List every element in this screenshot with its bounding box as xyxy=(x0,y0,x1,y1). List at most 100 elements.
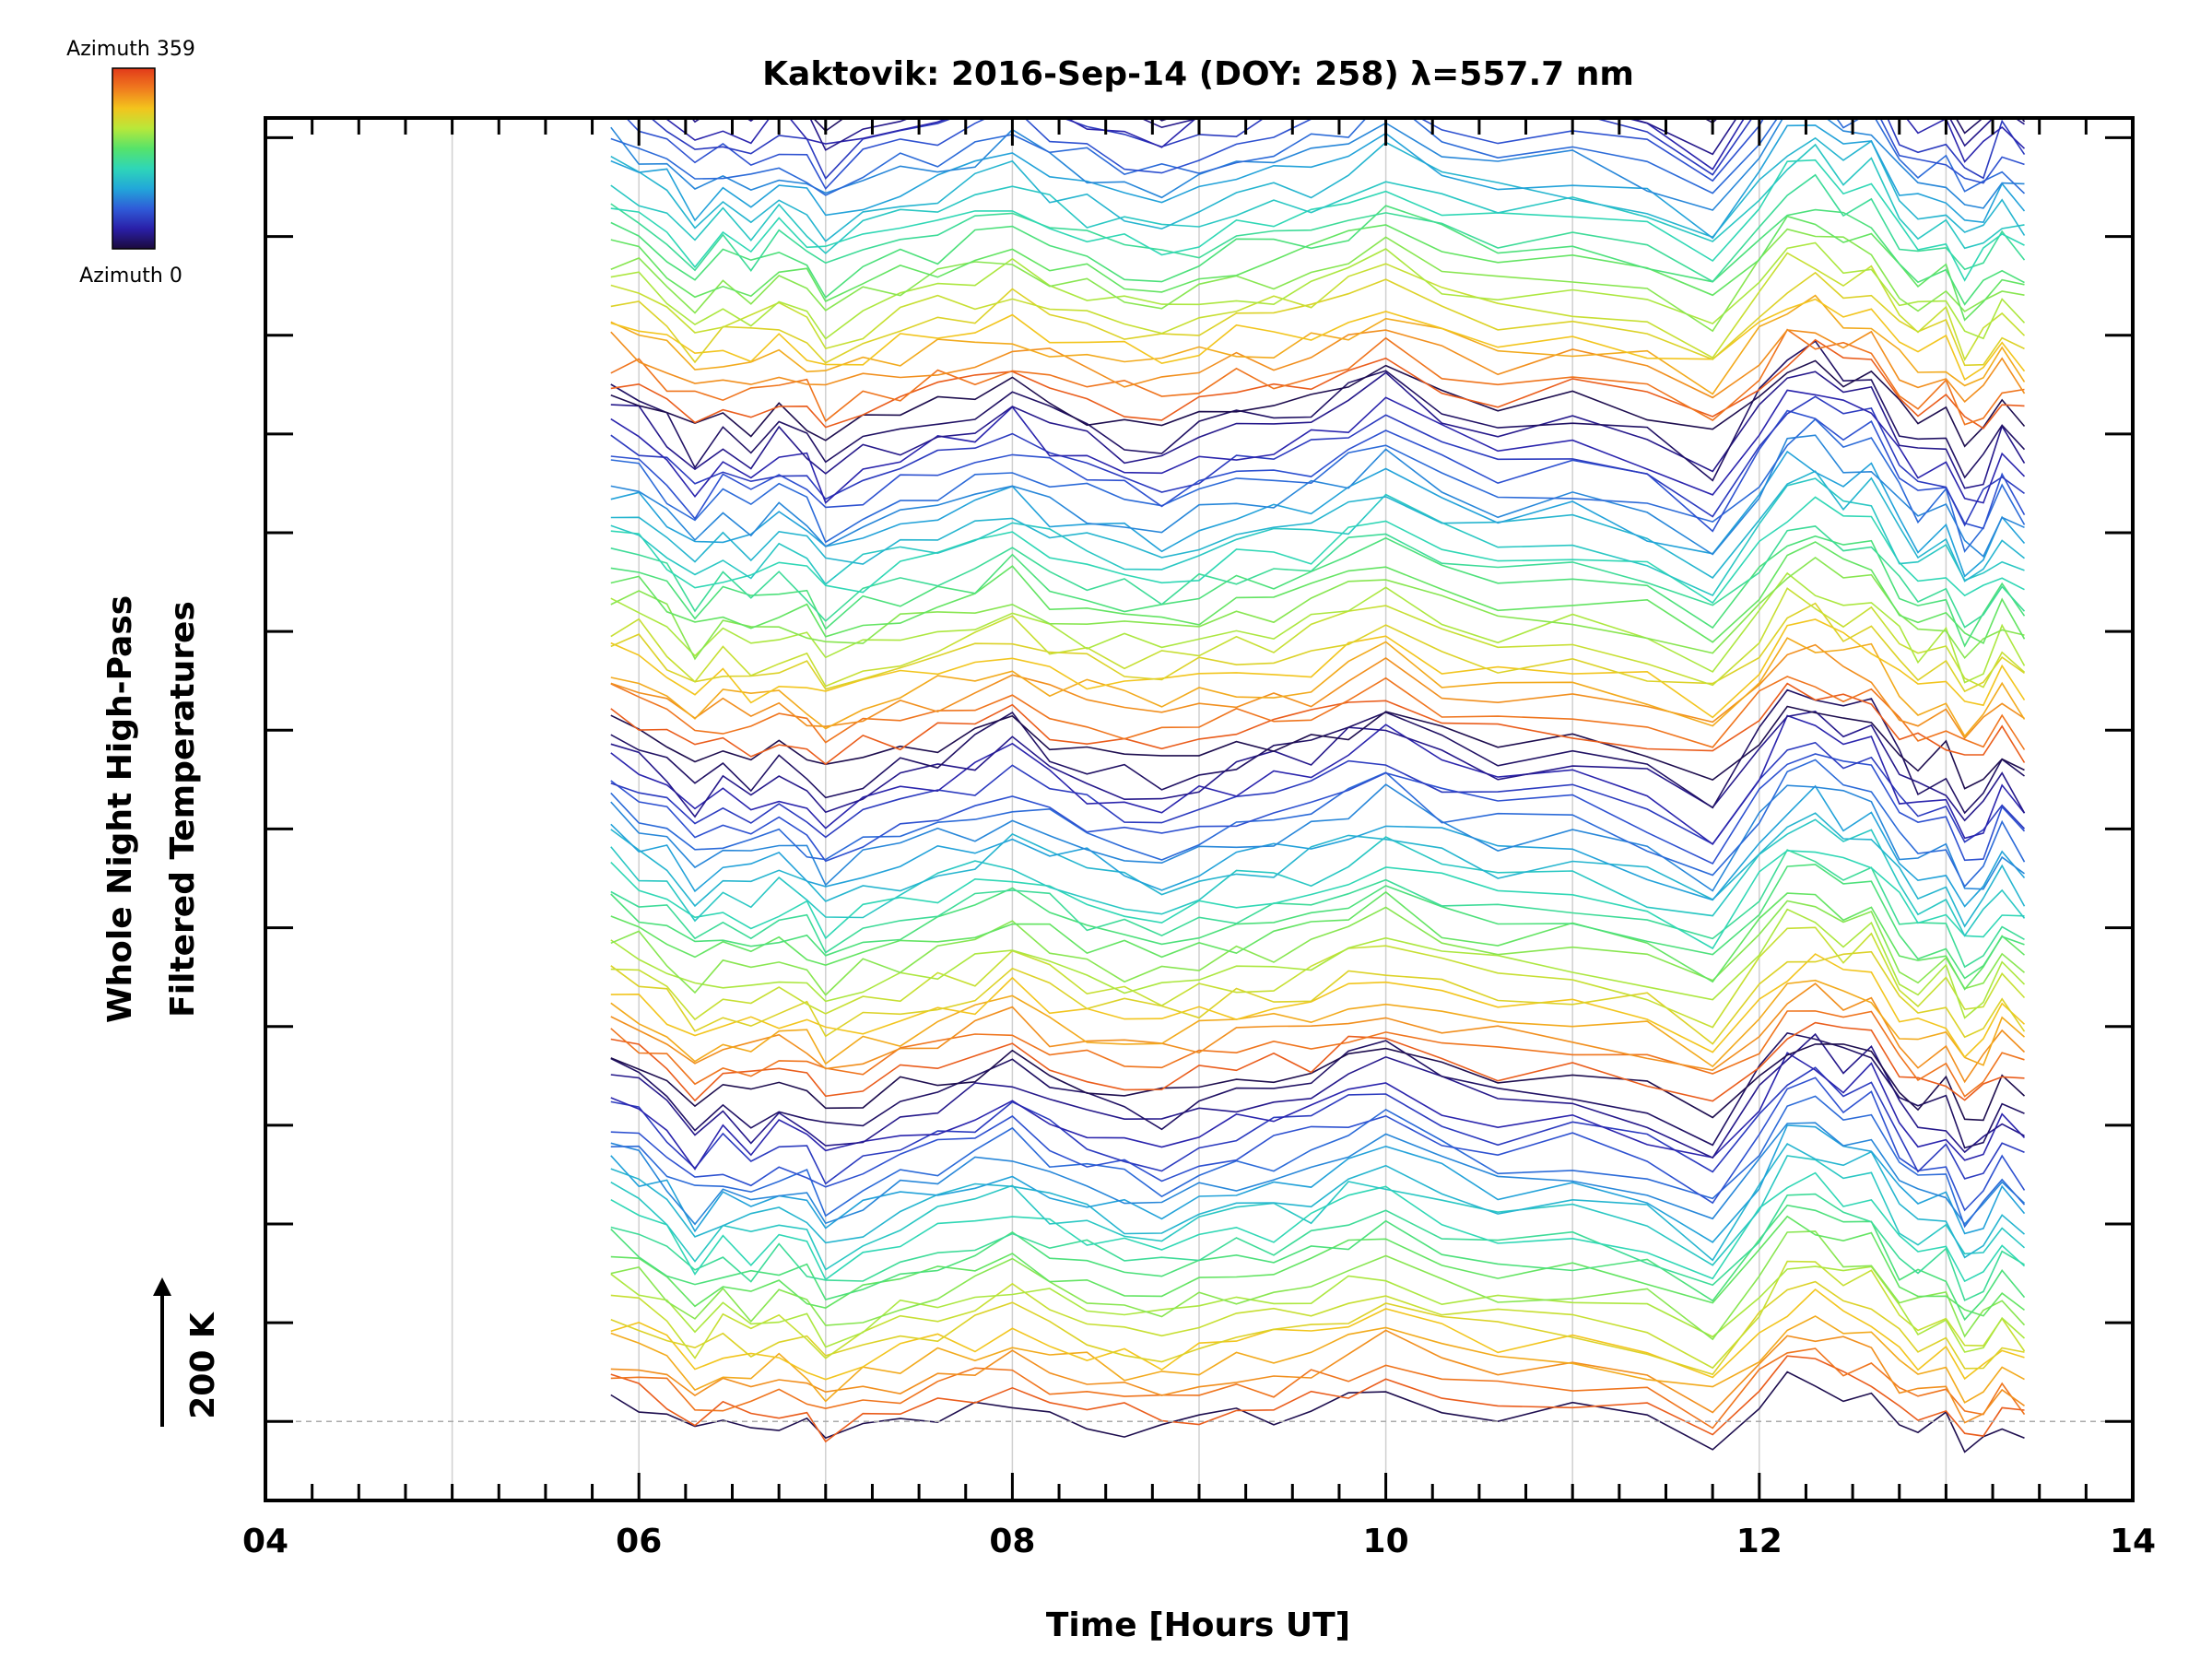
series-line xyxy=(610,1124,2026,1243)
series-line xyxy=(610,298,2026,381)
series-line xyxy=(610,783,2025,892)
series-line xyxy=(610,1371,2025,1453)
series-line xyxy=(610,329,2026,404)
series-line xyxy=(610,1315,2025,1404)
series-line xyxy=(610,124,2026,240)
series-line xyxy=(610,812,2026,928)
series-line xyxy=(665,118,2026,171)
series-line xyxy=(610,849,2025,969)
series-line xyxy=(610,434,2025,558)
series-line xyxy=(610,587,2026,688)
series-line xyxy=(610,711,2026,822)
series-line xyxy=(610,714,2026,846)
series-line xyxy=(610,1095,2026,1229)
series-line xyxy=(610,637,2026,737)
series-line xyxy=(610,1122,2026,1226)
series-line xyxy=(610,1265,2026,1353)
series-line xyxy=(610,1142,2026,1262)
series-line xyxy=(610,1052,2026,1171)
series-line xyxy=(610,1288,2025,1381)
series-line xyxy=(650,118,2026,181)
series-line xyxy=(610,682,2026,766)
series-line xyxy=(610,395,2025,527)
series-line xyxy=(610,470,2025,582)
series-line xyxy=(610,557,2025,661)
series-line xyxy=(610,1329,2025,1424)
series-line xyxy=(610,294,2026,395)
colorbar-top-label: Azimuth 359 xyxy=(66,38,195,61)
series-line xyxy=(610,1010,2025,1098)
series-line xyxy=(610,741,2026,845)
series-line xyxy=(610,1204,2026,1322)
scale-bar-arrowhead xyxy=(153,1277,171,1296)
series-line xyxy=(610,705,2025,790)
x-tick-label: 14 xyxy=(2110,1523,2156,1560)
series-line xyxy=(610,1032,2025,1159)
series-line xyxy=(610,1077,2026,1212)
x-tick-labels: 04 06 08 10 12 14 xyxy=(242,1523,2156,1560)
colorbar xyxy=(112,67,156,250)
series-line xyxy=(610,241,2026,340)
series-line xyxy=(610,541,2026,645)
series-line xyxy=(610,418,2026,553)
series-line xyxy=(610,571,2026,684)
series-line xyxy=(610,1032,2025,1149)
x-tick-label: 12 xyxy=(1736,1523,1783,1560)
series-line xyxy=(610,340,2026,482)
series-line xyxy=(610,228,2025,333)
x-tick-label: 10 xyxy=(1363,1523,1409,1560)
y-axis-label-line2: Filtered Temperatures xyxy=(164,601,202,1018)
series-line xyxy=(610,359,2026,448)
x-tick-label: 08 xyxy=(989,1523,1035,1560)
y-axis-label-line1: Whole Night High-Pass xyxy=(101,595,139,1023)
series-line xyxy=(610,1043,2026,1122)
scale-bar-label: 200 K xyxy=(184,1312,222,1419)
series-line xyxy=(610,908,2026,1019)
series-line xyxy=(610,1155,2026,1271)
series-line xyxy=(610,602,2025,693)
series-line xyxy=(610,1280,2025,1376)
chart-title: Kaktovik: 2016-Sep-14 (DOY: 258) λ=557.7… xyxy=(762,55,1634,93)
series-line xyxy=(610,409,2026,533)
series-line xyxy=(610,1215,2025,1317)
series-line xyxy=(610,1355,2025,1443)
series-line xyxy=(610,1230,2026,1341)
series-line xyxy=(610,643,2025,740)
series-line xyxy=(610,953,2026,1059)
series-line xyxy=(610,759,2026,888)
series-line xyxy=(610,159,2025,282)
series-line xyxy=(610,784,2026,908)
series-line xyxy=(610,118,2025,211)
series-line xyxy=(610,1066,2025,1185)
series-line xyxy=(610,173,2026,283)
series-line xyxy=(610,525,2026,629)
series-line xyxy=(610,1171,2026,1283)
x-axis-label: Time [Hours UT] xyxy=(1046,1606,1350,1644)
series-line xyxy=(610,676,2026,750)
series-line xyxy=(610,205,2025,306)
series-line xyxy=(610,389,2026,504)
series-line xyxy=(610,850,2025,950)
series-line xyxy=(690,118,2025,156)
series-line xyxy=(610,271,2025,367)
series-line xyxy=(610,618,2026,719)
series-line xyxy=(610,979,2026,1068)
series-line xyxy=(610,926,2026,1029)
series-line xyxy=(610,900,2026,996)
series-line xyxy=(610,864,2025,980)
series-line xyxy=(610,338,2025,429)
series-line xyxy=(610,1347,2026,1430)
series-group xyxy=(610,118,2026,1453)
series-line xyxy=(610,1021,2025,1102)
series-line xyxy=(610,143,2025,254)
series-line xyxy=(610,477,2025,597)
axis-ticks xyxy=(264,118,2135,1500)
series-line xyxy=(610,950,2026,1045)
series-line xyxy=(610,371,2026,489)
series-line xyxy=(610,1260,2026,1370)
series-line xyxy=(610,496,2025,605)
x-tick-label: 04 xyxy=(242,1523,288,1560)
series-line xyxy=(610,1193,2025,1301)
series-line xyxy=(610,890,2026,991)
